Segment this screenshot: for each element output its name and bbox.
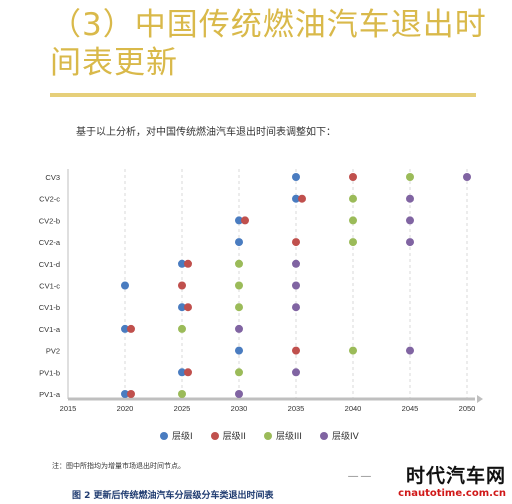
data-point bbox=[235, 281, 243, 290]
y-tick-label: CV1-c bbox=[39, 282, 60, 291]
x-tick-label: 2040 bbox=[345, 404, 362, 413]
data-point bbox=[184, 368, 192, 377]
data-point bbox=[184, 303, 192, 312]
data-point bbox=[235, 390, 243, 398]
data-point bbox=[127, 390, 135, 398]
y-tick-label: CV3 bbox=[45, 173, 60, 182]
data-point bbox=[349, 238, 357, 247]
data-point bbox=[292, 259, 300, 268]
legend-item-level2: 层级II bbox=[210, 429, 246, 442]
data-point bbox=[406, 346, 414, 355]
legend-swatch-level3 bbox=[263, 431, 272, 440]
data-point bbox=[178, 324, 186, 333]
x-axis-arrow bbox=[477, 395, 483, 403]
x-tick-label: 2035 bbox=[288, 404, 305, 413]
y-tick-label: CV1-b bbox=[39, 303, 60, 312]
data-point bbox=[292, 303, 300, 312]
legend-swatch-level1 bbox=[160, 431, 168, 440]
site-watermark: — — 时代汽车网 cnautotime.com.cn bbox=[348, 461, 506, 499]
data-point bbox=[292, 238, 300, 247]
data-point bbox=[121, 281, 129, 290]
data-point bbox=[127, 324, 135, 333]
legend-label-level2: 层级II bbox=[222, 432, 246, 442]
data-point bbox=[235, 303, 243, 312]
y-tick-label: CV2-c bbox=[39, 195, 60, 204]
legend-swatch-level2 bbox=[210, 431, 219, 440]
chart-legend: 层级I 层级II 层级III 层级IV bbox=[160, 429, 359, 442]
legend-item-level4: 层级IV bbox=[319, 429, 359, 442]
data-point bbox=[406, 238, 414, 247]
data-point bbox=[235, 368, 243, 377]
data-point bbox=[235, 259, 243, 268]
legend-item-level1: 层级I bbox=[160, 429, 193, 442]
data-point bbox=[235, 216, 243, 225]
x-tick-label: 2030 bbox=[231, 404, 248, 413]
x-tick-label: 2045 bbox=[402, 404, 419, 413]
data-point bbox=[178, 303, 186, 312]
x-tick-label: 2015 bbox=[60, 404, 77, 413]
title-divider bbox=[50, 93, 476, 97]
page-title: （3）中国传统燃油汽车退出时间表更新 bbox=[50, 7, 487, 81]
data-point bbox=[463, 173, 471, 181]
watermark-brand: 时代汽车网 bbox=[405, 465, 506, 487]
data-point bbox=[292, 368, 300, 377]
y-tick-label: PV2 bbox=[46, 347, 60, 356]
data-point bbox=[298, 194, 306, 203]
data-point bbox=[349, 346, 357, 355]
data-point bbox=[292, 281, 300, 290]
x-tick-label: 2025 bbox=[174, 404, 191, 413]
data-point bbox=[235, 238, 243, 247]
data-point bbox=[121, 324, 129, 333]
data-point bbox=[349, 216, 357, 225]
data-point bbox=[292, 173, 300, 181]
x-tick-label: 2050 bbox=[459, 404, 476, 413]
legend-item-level3: 层级III bbox=[263, 429, 302, 442]
watermark-dashes: — — bbox=[348, 471, 371, 482]
data-point bbox=[178, 259, 186, 268]
data-point bbox=[349, 173, 357, 181]
data-point bbox=[178, 390, 186, 398]
y-tick-label: CV1-d bbox=[39, 260, 60, 269]
data-point bbox=[178, 281, 186, 290]
figure-caption: 图 2 更新后传统燃油汽车分层级分车类退出时间表 bbox=[72, 491, 274, 501]
data-point bbox=[235, 324, 243, 333]
data-point bbox=[292, 346, 300, 355]
data-point bbox=[406, 173, 414, 181]
data-point bbox=[406, 216, 414, 225]
legend-label-level3: 层级III bbox=[275, 432, 302, 442]
legend-swatch-level4 bbox=[319, 431, 328, 440]
watermark-url: cnautotime.com.cn bbox=[398, 488, 506, 499]
legend-label-level4: 层级IV bbox=[331, 432, 359, 442]
data-point bbox=[292, 194, 300, 203]
data-point bbox=[121, 390, 129, 398]
legend-label-level1: 层级I bbox=[172, 432, 193, 442]
data-point bbox=[241, 216, 249, 225]
chart-note: 注：图中所指均为增量市场退出时间节点。 bbox=[52, 462, 185, 470]
y-tick-label: CV1-a bbox=[39, 325, 61, 334]
data-point bbox=[406, 194, 414, 203]
y-tick-label: PV1-b bbox=[39, 368, 60, 377]
y-tick-label: CV2-b bbox=[39, 216, 60, 225]
data-point bbox=[235, 346, 243, 355]
intro-text: 基于以上分析，对中国传统燃油汽车退出时间表调整如下： bbox=[76, 127, 336, 138]
data-point bbox=[178, 368, 186, 377]
y-tick-label: CV2-a bbox=[39, 238, 61, 247]
x-tick-label: 2020 bbox=[117, 404, 134, 413]
data-point bbox=[349, 194, 357, 203]
y-tick-label: PV1-a bbox=[39, 390, 61, 399]
data-point bbox=[184, 259, 192, 268]
